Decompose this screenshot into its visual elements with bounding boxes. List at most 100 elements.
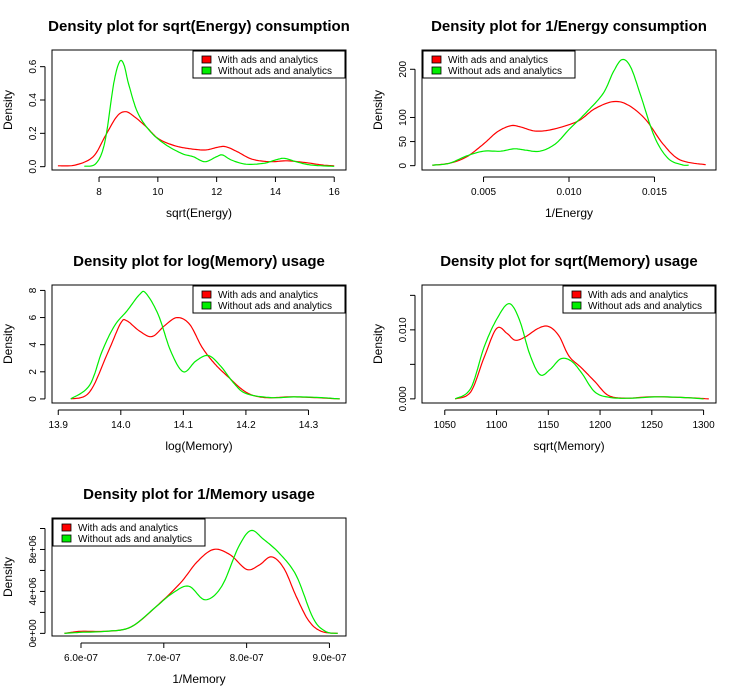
x-tick-label: 13.9 — [49, 420, 69, 431]
legend-box — [52, 518, 206, 547]
density-chart-4: Density plot for sqrt(Memory) usage 1050 1… — [371, 253, 717, 453]
plot-frame — [421, 49, 717, 171]
y-tick-label: 6 — [28, 314, 39, 320]
x-tick-label: 10 — [152, 187, 164, 198]
chart-title: Density plot for log(Memory) usage — [73, 253, 325, 270]
y-tick-label: 0 — [398, 162, 409, 168]
y-tick-label: 8 — [28, 287, 39, 293]
y-tick-label: 0 — [28, 396, 39, 402]
density-line-without-ads — [432, 58, 689, 166]
legend-label: Without ads and analytics — [588, 301, 702, 312]
x-axis-label: 1/Memory — [172, 672, 225, 686]
x-tick-label: 14.1 — [174, 420, 194, 431]
legend-swatch — [571, 290, 582, 299]
y-axis-label: Density — [1, 90, 15, 130]
plot-frame — [51, 49, 347, 171]
legend-swatch — [571, 301, 582, 310]
legend-box — [192, 285, 346, 314]
x-tick-label: 7.0e-07 — [147, 653, 181, 664]
legend-swatch — [61, 534, 72, 543]
x-tick-label: 1200 — [589, 420, 612, 431]
legend-label: With ads and analytics — [448, 55, 548, 66]
legend-swatch — [431, 55, 442, 64]
legend-swatch — [201, 55, 212, 64]
chart-title: Density plot for 1/Energy consumption — [431, 18, 707, 35]
legend-swatch — [61, 523, 72, 532]
legend-swatch — [201, 301, 212, 310]
plot-frame — [421, 284, 717, 404]
density-line-with-ads — [57, 111, 335, 167]
x-tick-label: 1250 — [641, 420, 664, 431]
y-axis-label: Density — [1, 557, 15, 597]
density-chart-2: Density plot for 1/Energy consumption 0.0… — [371, 18, 717, 220]
density-line-without-ads — [70, 290, 340, 400]
x-tick-label: 14.2 — [236, 420, 256, 431]
legend-label: With ads and analytics — [218, 55, 318, 66]
y-tick-label: 0.010 — [398, 317, 409, 342]
y-tick-label: 50 — [398, 136, 409, 148]
density-line-without-ads — [64, 529, 338, 634]
x-tick-label: 14.3 — [299, 420, 319, 431]
legend-label: Without ads and analytics — [218, 301, 332, 312]
x-tick-label: 8 — [96, 187, 102, 198]
density-chart-3: Density plot for log(Memory) usage 13.9 14… — [1, 253, 347, 453]
legend-swatch — [201, 290, 212, 299]
legend-box — [422, 50, 576, 79]
chart-title: Density plot for 1/Memory usage — [83, 486, 315, 503]
x-tick-label: 1150 — [538, 420, 560, 431]
y-tick-label: 0.6 — [28, 59, 39, 73]
y-tick-label: 0.0 — [28, 159, 39, 173]
legend-label: With ads and analytics — [218, 290, 318, 301]
legend-label: Without ads and analytics — [448, 66, 562, 77]
chart-panels: Density plot for sqrt(Energy) consumptio… — [1, 18, 717, 686]
legend-label: Without ads and analytics — [78, 534, 192, 545]
x-axis-label: log(Memory) — [165, 439, 232, 453]
x-tick-label: 0.005 — [471, 187, 496, 198]
legend-label: With ads and analytics — [78, 523, 178, 534]
y-tick-label: 8e+06 — [28, 535, 39, 564]
density-line-with-ads — [64, 548, 338, 634]
y-tick-label: 4 — [28, 341, 39, 347]
x-axis-label: sqrt(Memory) — [533, 439, 604, 453]
density-line-with-ads — [454, 325, 709, 400]
legend-label: With ads and analytics — [588, 290, 688, 301]
legend-label: Without ads and analytics — [218, 66, 332, 77]
y-tick-label: 4e+06 — [28, 577, 39, 606]
x-tick-label: 0.010 — [556, 187, 581, 198]
x-tick-label: 16 — [329, 187, 341, 198]
y-axis-label: Density — [371, 324, 385, 364]
y-tick-label: 2 — [28, 369, 39, 375]
density-line-without-ads — [454, 302, 704, 400]
y-axis-label: Density — [1, 324, 15, 364]
y-tick-label: 0e+00 — [28, 619, 39, 648]
density-line-with-ads — [432, 100, 706, 166]
x-tick-label: 1300 — [692, 420, 715, 431]
x-tick-label: 1050 — [434, 420, 457, 431]
density-line-without-ads — [84, 59, 335, 167]
x-tick-label: 14 — [270, 187, 282, 198]
x-axis-label: sqrt(Energy) — [166, 206, 232, 220]
x-tick-label: 8.0e-07 — [230, 653, 264, 664]
y-tick-label: 0.2 — [28, 126, 39, 140]
y-tick-label: 0.4 — [28, 93, 39, 107]
chart-title: Density plot for sqrt(Energy) consumptio… — [48, 18, 350, 35]
x-tick-label: 14.0 — [111, 420, 131, 431]
x-tick-label: 9.0e-07 — [312, 653, 346, 664]
y-tick-label: 100 — [398, 109, 409, 126]
legend-box — [192, 50, 346, 79]
density-line-with-ads — [70, 317, 340, 400]
legend-swatch — [431, 66, 442, 75]
x-axis-label: 1/Energy — [545, 206, 593, 220]
density-chart-5: Density plot for 1/Memory usage 6.0e-07 7.… — [1, 486, 347, 686]
plot-frame — [51, 284, 347, 404]
y-tick-label: 200 — [398, 60, 409, 77]
x-tick-label: 12 — [211, 187, 223, 198]
x-tick-label: 6.0e-07 — [64, 653, 98, 664]
chart-title: Density plot for sqrt(Memory) usage — [440, 253, 698, 270]
plot-frame — [51, 517, 347, 637]
